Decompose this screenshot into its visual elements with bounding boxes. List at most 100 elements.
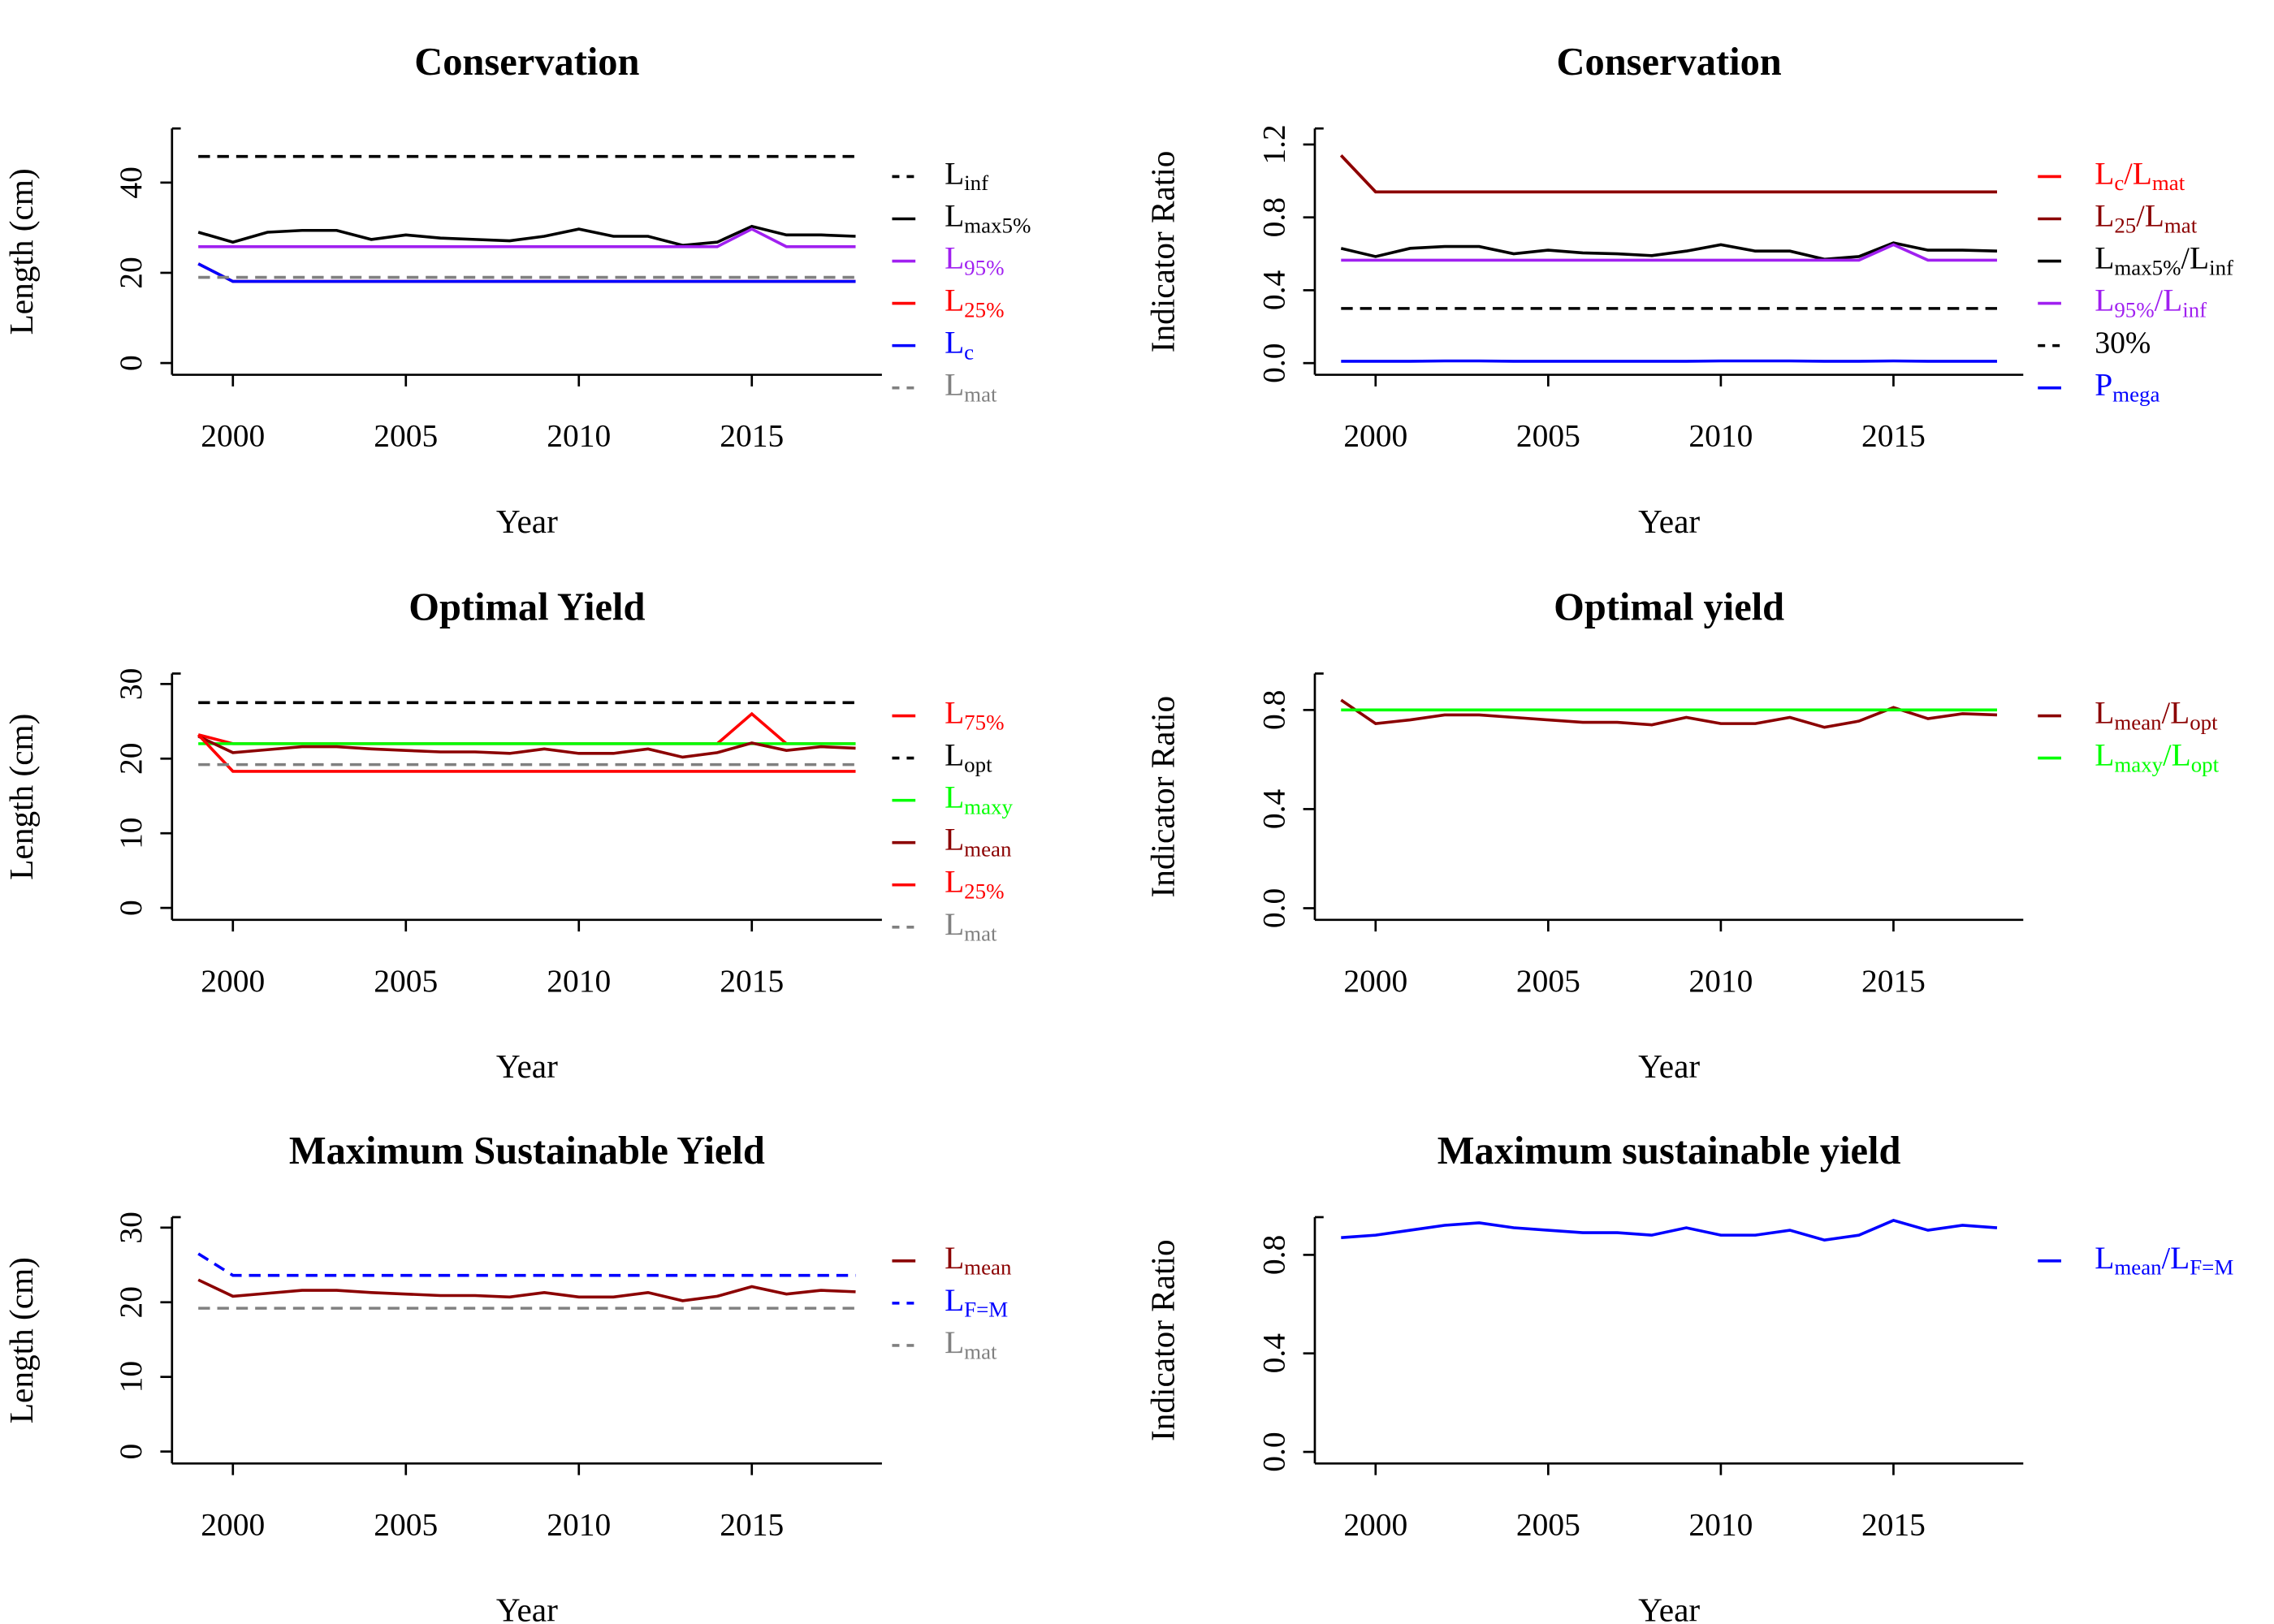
y-axis-label: Length (cm) bbox=[2, 714, 41, 880]
series-line bbox=[1339, 154, 1997, 194]
series-line bbox=[198, 227, 856, 248]
panel-title: Conservation bbox=[1556, 41, 1781, 84]
legend-text: / bbox=[2162, 696, 2171, 730]
legend-text: L bbox=[2095, 1240, 2114, 1276]
legend-subscript: mat bbox=[2164, 213, 2198, 237]
y-tick-label: 0 bbox=[113, 900, 149, 916]
y-axis-label: Length (cm) bbox=[2, 1257, 41, 1423]
legend-label: LF=M bbox=[945, 1282, 1008, 1322]
x-tick-label: 2005 bbox=[374, 963, 438, 999]
legend-text: L bbox=[945, 283, 964, 318]
legend-text: L bbox=[945, 198, 964, 234]
y-tick-label: 0.4 bbox=[1256, 1333, 1291, 1374]
legend-text: L bbox=[945, 240, 964, 276]
x-tick-label: 2015 bbox=[1861, 1506, 1926, 1542]
legend-subscript: F=M bbox=[2190, 1255, 2233, 1280]
x-tick-label: 2010 bbox=[1688, 1506, 1753, 1542]
x-tick-label: 2005 bbox=[1516, 418, 1580, 454]
y-tick-label: 0 bbox=[113, 1444, 149, 1460]
legend-text: L bbox=[2095, 240, 2114, 276]
y-tick-label: 0.8 bbox=[1256, 1235, 1291, 1275]
x-axis-label: Year bbox=[496, 1047, 558, 1085]
series-line bbox=[197, 735, 856, 759]
legend-text: / bbox=[2155, 283, 2164, 317]
legend-subscript: inf bbox=[2209, 255, 2233, 279]
legend-text: L bbox=[2133, 155, 2152, 191]
legend-label: L95%/Linf bbox=[2095, 283, 2207, 322]
legend-text: L bbox=[2172, 737, 2191, 773]
legend-label: L25% bbox=[945, 283, 1004, 322]
y-tick-label: 0.4 bbox=[1256, 270, 1291, 311]
legend-text: / bbox=[2136, 199, 2145, 233]
legend-label: Lmean bbox=[945, 1240, 1012, 1280]
y-tick-label: 0 bbox=[113, 355, 149, 371]
legend-label: Lmaxy bbox=[945, 780, 1013, 819]
legend-subscript: 95% bbox=[964, 255, 1004, 279]
legend-subscript: mat bbox=[2152, 171, 2185, 195]
legend-subscript: mega bbox=[2112, 382, 2159, 407]
legend-text: L bbox=[2095, 155, 2114, 191]
legend-subscript: maxy bbox=[964, 795, 1013, 819]
legend-subscript: mat bbox=[964, 382, 997, 407]
legend-text: L bbox=[2163, 283, 2182, 318]
legend-label: 30% bbox=[2095, 326, 2151, 360]
legend-text: L bbox=[945, 906, 964, 942]
y-tick-label: 10 bbox=[113, 817, 149, 849]
legend-label: Lmean/LF=M bbox=[2095, 1240, 2233, 1280]
x-tick-label: 2000 bbox=[1343, 418, 1407, 454]
legend-text: L bbox=[945, 780, 964, 815]
panel-title: Maximum Sustainable Yield bbox=[289, 1129, 765, 1173]
x-axis-label: Year bbox=[1638, 1047, 1700, 1085]
legend-text: L bbox=[2095, 737, 2114, 773]
x-tick-label: 2005 bbox=[374, 418, 438, 454]
legend-label: Lmat bbox=[945, 367, 997, 407]
y-axis-label: Length (cm) bbox=[2, 168, 41, 335]
legend-subscript: max5% bbox=[964, 213, 1031, 237]
x-tick-label: 2000 bbox=[1343, 963, 1407, 999]
legend-subscript: maxy bbox=[2114, 753, 2163, 777]
legend-subscript: mean bbox=[2114, 710, 2162, 734]
x-tick-label: 2000 bbox=[201, 963, 265, 999]
series-line bbox=[1341, 243, 1997, 262]
legend-label: Lopt bbox=[945, 737, 992, 777]
series-line bbox=[197, 711, 856, 745]
legend-subscript: max5% bbox=[2114, 255, 2181, 279]
y-tick-label: 0.4 bbox=[1256, 788, 1291, 829]
legend-text: L bbox=[945, 367, 964, 403]
x-tick-label: 2000 bbox=[1343, 1506, 1407, 1542]
legend-subscript: 25 bbox=[2114, 213, 2136, 237]
legend-subscript: c bbox=[964, 340, 974, 365]
x-tick-label: 2005 bbox=[374, 1506, 438, 1542]
legend-subscript: inf bbox=[2182, 298, 2207, 322]
x-tick-label: 2010 bbox=[547, 1506, 611, 1542]
x-tick-label: 2010 bbox=[1688, 963, 1753, 999]
series-line bbox=[1340, 241, 1998, 261]
legend-subscript: F=M bbox=[964, 1298, 1008, 1322]
x-axis-label: Year bbox=[496, 503, 558, 540]
legend-text: P bbox=[2095, 367, 2112, 403]
y-tick-label: 40 bbox=[113, 166, 149, 198]
x-axis-label: Year bbox=[1638, 1592, 1700, 1624]
x-tick-label: 2015 bbox=[720, 963, 784, 999]
panel-title: Maximum sustainable yield bbox=[1437, 1129, 1901, 1173]
y-tick-label: 20 bbox=[113, 1286, 149, 1318]
y-tick-label: 0.8 bbox=[1256, 197, 1291, 237]
x-axis-label: Year bbox=[496, 1592, 558, 1624]
x-tick-label: 2005 bbox=[1516, 1506, 1580, 1542]
legend-label: Lmean bbox=[945, 822, 1012, 862]
legend-subscript: 95% bbox=[2114, 298, 2154, 322]
y-axis-label: Indicator Ratio bbox=[1143, 1239, 1181, 1441]
legend-label: Lc/Lmat bbox=[2095, 155, 2185, 195]
legend-subscript: mean bbox=[964, 1255, 1012, 1280]
x-tick-label: 2000 bbox=[201, 418, 265, 454]
legend-label: Lmean/Lopt bbox=[2095, 695, 2218, 735]
y-tick-label: 0.0 bbox=[1256, 343, 1291, 383]
legend-subscript: c bbox=[2114, 171, 2124, 195]
legend-text: L bbox=[945, 1324, 964, 1360]
legend-text: L bbox=[945, 1282, 964, 1318]
legend-label: Lmaxy/Lopt bbox=[2095, 737, 2219, 777]
legend-text: L bbox=[945, 864, 964, 900]
series-line bbox=[197, 1278, 856, 1302]
